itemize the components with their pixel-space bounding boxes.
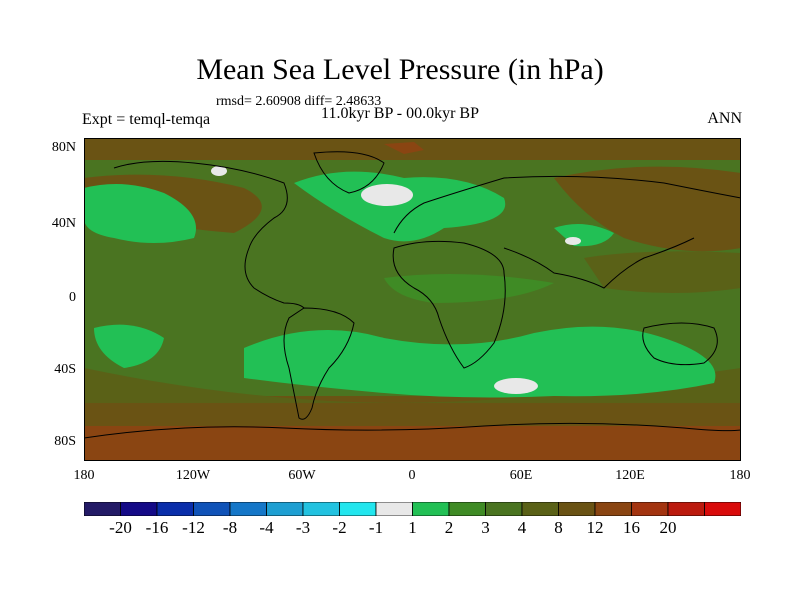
experiment-label: Expt = temql-temqa [82, 111, 211, 128]
rmsd-diff-stats: rmsd= 2.60908 diff= 2.48633 [216, 94, 382, 109]
colorbar-box-2 [156, 502, 194, 516]
chart-title: Mean Sea Level Pressure (in hPa) [196, 53, 604, 86]
colorbar-label: -1 [368, 518, 384, 537]
colorbar-label: 20 [659, 518, 677, 537]
colorbar-box-11 [485, 502, 523, 516]
arctic-high [384, 142, 424, 154]
lon-label-0: 0 [408, 468, 416, 483]
colorbar-box-6 [302, 502, 340, 516]
coastline-antarctica [84, 422, 741, 439]
colorbar-box-5 [266, 502, 304, 516]
antarctic-band [84, 426, 741, 461]
colorbar-label: -8 [222, 518, 238, 537]
lat-label-0: 0 [69, 290, 76, 305]
season-label: ANN [707, 110, 742, 127]
colorbar-label: -20 [109, 518, 132, 537]
colorbar-box-15 [631, 502, 669, 516]
colorbar-label: -4 [259, 518, 274, 537]
lon-label-60e: 60E [509, 468, 533, 483]
lat-label-80n: 80N [51, 140, 76, 155]
colorbar-label: 2 [444, 518, 454, 537]
colorbar-box-16 [667, 502, 705, 516]
coastline-north-america [113, 160, 305, 309]
lon-label-60w: 60W [288, 468, 316, 483]
southern-ocean-low [244, 326, 716, 398]
colorbar-box-7 [339, 502, 377, 516]
colorbar-box-0 [84, 502, 121, 516]
colorbar-box-13 [558, 502, 596, 516]
lat-label-40n: 40N [51, 216, 76, 231]
colorbar-label: 12 [586, 518, 604, 537]
colorbar-label: 16 [623, 518, 640, 537]
canada-near-zero-patch [211, 166, 227, 176]
lat-label-80s: 80S [54, 434, 76, 449]
colorbar-label: -16 [145, 518, 169, 537]
pressure-anomaly-map [84, 138, 741, 461]
colorbar-label: 3 [481, 518, 490, 537]
colorbar-box-14 [594, 502, 632, 516]
colorbar-label: -2 [332, 518, 347, 537]
colorbar-label: 1 [408, 518, 417, 537]
lat-label-40s: 40S [54, 362, 76, 377]
tropical-atlantic-zone [384, 274, 554, 303]
colorbar-box-10 [448, 502, 486, 516]
map-frame [84, 138, 741, 461]
coastline-south-america [283, 307, 355, 420]
colorbar-box-9 [412, 502, 450, 516]
europe-near-zero-patch [361, 184, 413, 206]
colorbar-box-17 [704, 502, 741, 516]
lon-label-120w: 120W [175, 468, 211, 483]
colorbar-label: -12 [182, 518, 205, 537]
coastline-africa [392, 240, 506, 369]
asia-near-zero-patch [565, 237, 581, 245]
lon-label-180w: 180 [73, 468, 95, 483]
asia-zone [554, 166, 741, 252]
colorbar-box-8 [375, 502, 413, 516]
colorbar [84, 502, 741, 516]
colorbar-box-4 [229, 502, 267, 516]
south-pacific-west-low [94, 324, 164, 368]
coastline-australia [642, 322, 718, 366]
coastline-eurasia [393, 175, 741, 234]
coastlines [84, 151, 741, 439]
south-indian-near-zero-patch [494, 378, 538, 394]
coastline-greenland [313, 151, 385, 194]
colorbar-box-3 [193, 502, 231, 516]
colorbar-label: -3 [295, 518, 311, 537]
lon-label-180e: 180 [729, 468, 751, 483]
north-atlantic-low [294, 171, 506, 242]
coastline-asia-south [503, 237, 695, 289]
colorbar-box-12 [521, 502, 559, 516]
lon-label-120e: 120E [615, 468, 645, 483]
west-pacific-zone [584, 251, 741, 293]
colorbar-box-1 [120, 502, 158, 516]
time-period: 11.0kyr BP - 00.0kyr BP [321, 105, 479, 122]
north-pacific-low [84, 184, 196, 243]
colorbar-label: 4 [517, 518, 527, 537]
colorbar-label: 8 [554, 518, 563, 537]
